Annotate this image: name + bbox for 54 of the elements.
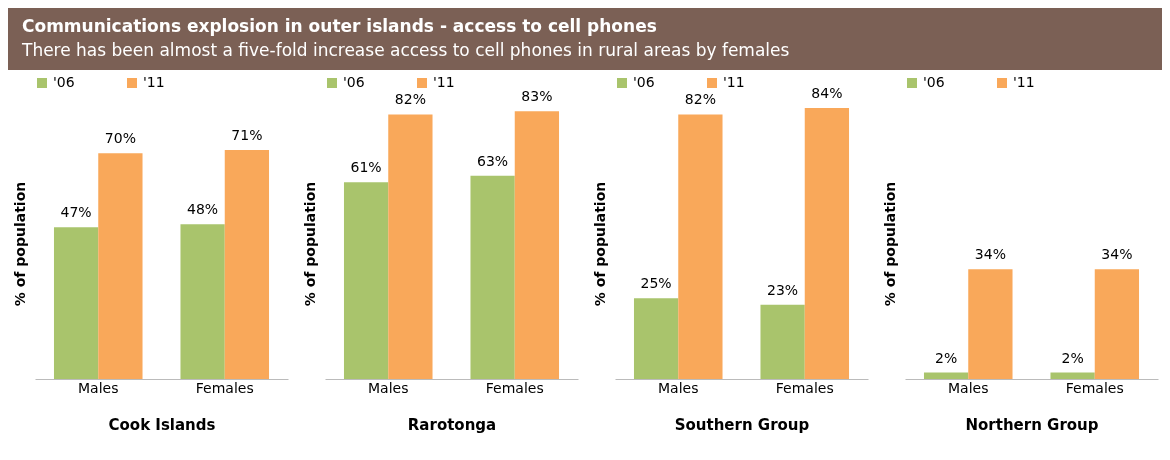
data-label: 2%: [1061, 349, 1084, 366]
text: There has been almost a five-fold increase access to cell phones in rural areas by females: [22, 40, 791, 60]
bar: [633, 298, 679, 379]
x-tick-label: Males: [948, 379, 989, 396]
data-label: 47%: [60, 204, 92, 221]
bar: [388, 114, 433, 379]
bar: [224, 149, 270, 379]
data-label: 34%: [1101, 246, 1133, 263]
y-axis-title: % of population: [881, 181, 898, 307]
text: Communications explosion in outer islands - access to cell phones: [22, 16, 658, 36]
legend-label: '06: [53, 74, 75, 90]
bar: [804, 108, 850, 379]
bar: [760, 304, 805, 379]
data-label: 2%: [935, 349, 958, 366]
data-label: 82%: [684, 91, 716, 108]
bar: [98, 153, 143, 379]
data-label: 23%: [767, 281, 799, 298]
bar: [343, 182, 389, 379]
data-label: 82%: [394, 91, 426, 108]
x-tick-label: Males: [78, 379, 119, 396]
data-label: 70%: [104, 130, 136, 147]
y-axis-title: % of population: [11, 181, 28, 307]
legend-label: '11: [433, 74, 455, 90]
bar: [514, 111, 560, 379]
x-axis-title: Rarotonga: [407, 415, 497, 434]
data-label: 48%: [187, 201, 219, 218]
data-label: 25%: [640, 275, 672, 292]
legend-label: '11: [723, 74, 745, 90]
legend-label: '06: [343, 74, 365, 90]
x-axis-title: Cook Islands: [108, 415, 216, 434]
bar: [470, 175, 515, 379]
data-label: 63%: [477, 152, 509, 169]
data-label: 84%: [811, 85, 843, 101]
x-tick-label: Females: [195, 379, 254, 396]
x-tick-label: Females: [775, 379, 834, 396]
bar: [678, 114, 723, 379]
legend-label: '11: [1013, 74, 1035, 90]
y-axis-title: % of population: [301, 181, 318, 307]
x-axis-title: Southern Group: [674, 415, 810, 434]
bar: [180, 224, 225, 379]
x-tick-label: Females: [485, 379, 544, 396]
legend-label: '06: [923, 74, 945, 90]
legend-label: '06: [633, 74, 655, 90]
x-axis-title: Northern Group: [965, 415, 1099, 434]
y-axis-title: % of population: [591, 181, 608, 307]
x-tick-label: Females: [1065, 379, 1124, 396]
x-tick-label: Males: [368, 379, 409, 396]
bar: [53, 227, 99, 379]
x-tick-label: Males: [658, 379, 699, 396]
data-label: 71%: [231, 126, 263, 143]
legend-label: '11: [143, 74, 165, 90]
data-label: 34%: [974, 246, 1006, 263]
data-label: 61%: [350, 159, 382, 176]
data-label: 83%: [521, 88, 553, 105]
